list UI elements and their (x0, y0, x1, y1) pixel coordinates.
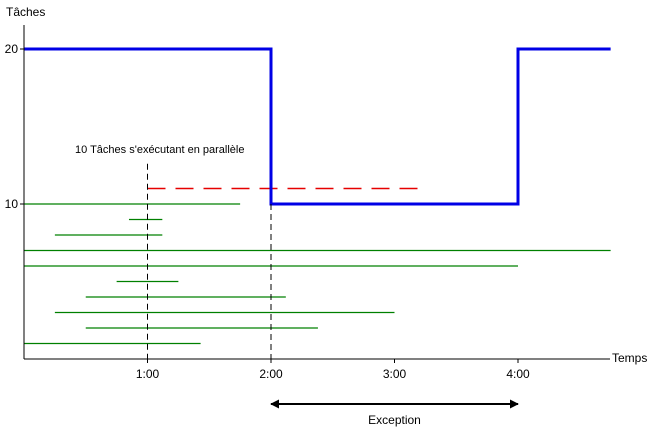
x-tick-label: 3:00 (383, 367, 407, 381)
x-tick-label: 2:00 (259, 367, 283, 381)
exception-label: Exception (368, 413, 421, 427)
y-tick-label: 20 (5, 42, 19, 56)
x-tick-label: 1:00 (136, 367, 160, 381)
y-tick-label: 10 (5, 197, 19, 211)
y-axis-label: Tâches (6, 5, 45, 19)
parallel-annotation: 10 Tâches s'exécutant en parallèle (75, 144, 244, 156)
x-axis-label: Temps (612, 351, 647, 365)
capacity-line (24, 47, 611, 206)
x-tick-label: 4:00 (506, 367, 530, 381)
